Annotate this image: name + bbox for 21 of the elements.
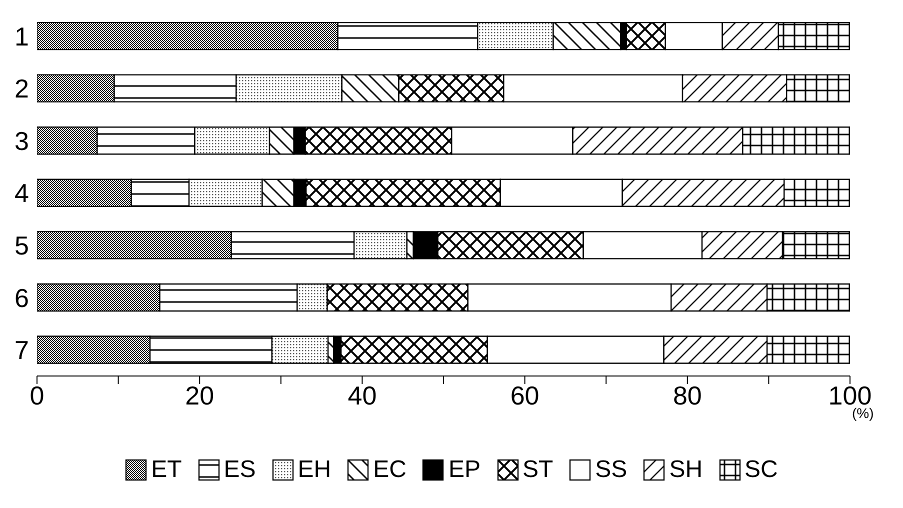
y-tick-label: 4: [14, 178, 29, 208]
legend-label: EH: [298, 456, 332, 484]
x-tick-label: 0: [30, 380, 44, 410]
legend-label: EC: [373, 456, 406, 484]
y-tick-label: 2: [14, 74, 29, 104]
y-tick-label: 1: [14, 21, 29, 52]
legend-label: ET: [151, 456, 182, 484]
legend-label: SC: [744, 456, 778, 484]
y-tick-label: 3: [14, 126, 29, 156]
x-tick-label: 60: [510, 380, 540, 410]
legend-label: ES: [224, 456, 256, 484]
x-tick-label: 80: [672, 380, 702, 410]
y-tick-label: 7: [14, 335, 29, 366]
legend-label: SH: [669, 456, 703, 484]
y-tick-label: 5: [14, 230, 29, 261]
x-tick-label: 20: [185, 380, 214, 410]
x-tick-label: 40: [348, 380, 377, 410]
legend-label: ST: [522, 456, 554, 484]
legend-label: SS: [595, 456, 628, 484]
legend-label: EP: [448, 456, 480, 484]
y-tick-label: 6: [14, 282, 29, 313]
